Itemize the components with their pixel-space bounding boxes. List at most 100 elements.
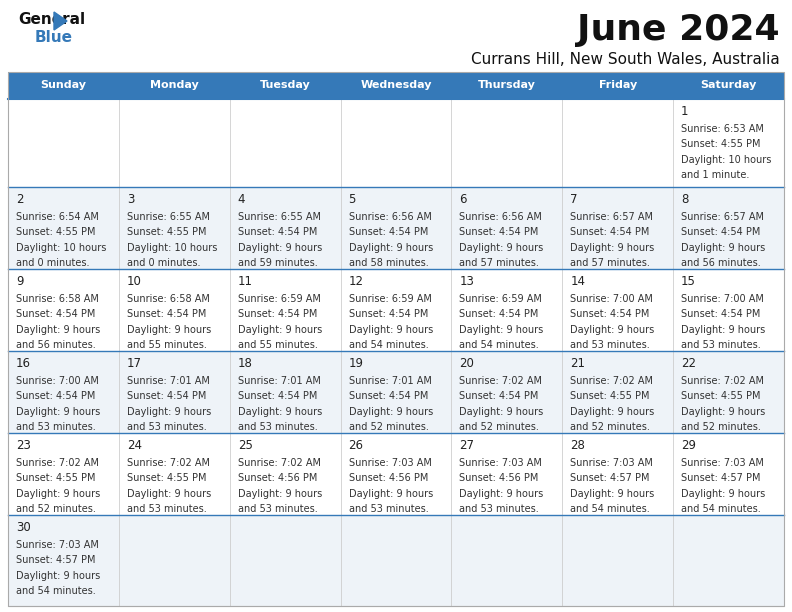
Text: Sunset: 4:54 PM: Sunset: 4:54 PM bbox=[127, 310, 206, 319]
Text: and 55 minutes.: and 55 minutes. bbox=[127, 340, 207, 351]
Bar bbox=[8, 72, 784, 606]
Text: Sunset: 4:54 PM: Sunset: 4:54 PM bbox=[238, 392, 317, 401]
Text: and 53 minutes.: and 53 minutes. bbox=[681, 340, 761, 351]
Text: Sunrise: 6:56 AM: Sunrise: 6:56 AM bbox=[348, 212, 432, 222]
Text: Sunrise: 7:02 AM: Sunrise: 7:02 AM bbox=[459, 376, 543, 386]
Bar bbox=[8, 187, 119, 269]
Text: and 52 minutes.: and 52 minutes. bbox=[681, 422, 761, 433]
Text: and 56 minutes.: and 56 minutes. bbox=[681, 258, 761, 269]
Text: Sunrise: 6:59 AM: Sunrise: 6:59 AM bbox=[459, 294, 543, 304]
Text: and 53 minutes.: and 53 minutes. bbox=[16, 422, 96, 433]
Text: Sunrise: 7:00 AM: Sunrise: 7:00 AM bbox=[570, 294, 653, 304]
Bar bbox=[341, 433, 451, 515]
Text: 10: 10 bbox=[127, 275, 142, 288]
Text: and 56 minutes.: and 56 minutes. bbox=[16, 340, 96, 351]
Bar bbox=[562, 99, 673, 187]
Text: Sunset: 4:54 PM: Sunset: 4:54 PM bbox=[570, 228, 649, 237]
Text: 7: 7 bbox=[570, 193, 578, 206]
Text: Daylight: 9 hours: Daylight: 9 hours bbox=[238, 243, 322, 253]
Text: Sunset: 4:54 PM: Sunset: 4:54 PM bbox=[238, 310, 317, 319]
Text: Daylight: 9 hours: Daylight: 9 hours bbox=[238, 325, 322, 335]
Text: Sunrise: 7:02 AM: Sunrise: 7:02 AM bbox=[570, 376, 653, 386]
Text: Sunrise: 7:00 AM: Sunrise: 7:00 AM bbox=[681, 294, 764, 304]
Text: Daylight: 9 hours: Daylight: 9 hours bbox=[238, 407, 322, 417]
Text: Tuesday: Tuesday bbox=[260, 81, 310, 91]
Bar bbox=[8, 351, 119, 433]
Text: and 54 minutes.: and 54 minutes. bbox=[459, 340, 539, 351]
Text: 24: 24 bbox=[127, 439, 142, 452]
Bar bbox=[341, 187, 451, 269]
Bar bbox=[562, 351, 673, 433]
Text: and 53 minutes.: and 53 minutes. bbox=[570, 340, 650, 351]
Text: Sunset: 4:54 PM: Sunset: 4:54 PM bbox=[570, 310, 649, 319]
Text: Sunrise: 6:54 AM: Sunrise: 6:54 AM bbox=[16, 212, 99, 222]
Text: Sunrise: 7:00 AM: Sunrise: 7:00 AM bbox=[16, 376, 99, 386]
Bar bbox=[451, 433, 562, 515]
Bar bbox=[451, 99, 562, 187]
Bar bbox=[673, 433, 784, 515]
Text: Sunset: 4:55 PM: Sunset: 4:55 PM bbox=[127, 228, 207, 237]
Text: Sunrise: 7:03 AM: Sunrise: 7:03 AM bbox=[681, 458, 764, 468]
Text: Daylight: 9 hours: Daylight: 9 hours bbox=[459, 325, 543, 335]
Bar bbox=[230, 351, 341, 433]
Text: Daylight: 9 hours: Daylight: 9 hours bbox=[459, 489, 543, 499]
Text: Sunset: 4:54 PM: Sunset: 4:54 PM bbox=[459, 228, 539, 237]
Text: Saturday: Saturday bbox=[700, 81, 757, 91]
Text: and 53 minutes.: and 53 minutes. bbox=[127, 422, 207, 433]
Text: Sunrise: 6:57 AM: Sunrise: 6:57 AM bbox=[570, 212, 653, 222]
Text: Daylight: 9 hours: Daylight: 9 hours bbox=[681, 325, 765, 335]
Bar bbox=[341, 269, 451, 351]
Text: and 1 minute.: and 1 minute. bbox=[681, 171, 749, 181]
Text: Sunset: 4:55 PM: Sunset: 4:55 PM bbox=[16, 474, 96, 483]
Text: Daylight: 9 hours: Daylight: 9 hours bbox=[681, 407, 765, 417]
Text: and 53 minutes.: and 53 minutes. bbox=[348, 504, 428, 515]
Bar bbox=[341, 351, 451, 433]
Bar bbox=[119, 433, 230, 515]
Text: and 55 minutes.: and 55 minutes. bbox=[238, 340, 318, 351]
Text: Sunset: 4:54 PM: Sunset: 4:54 PM bbox=[16, 310, 95, 319]
Bar bbox=[8, 99, 119, 187]
Bar bbox=[8, 433, 119, 515]
Text: 16: 16 bbox=[16, 357, 31, 370]
Bar bbox=[562, 187, 673, 269]
Text: Sunrise: 6:59 AM: Sunrise: 6:59 AM bbox=[348, 294, 432, 304]
Bar bbox=[451, 515, 562, 606]
Text: Sunrise: 6:55 AM: Sunrise: 6:55 AM bbox=[127, 212, 210, 222]
Text: 2: 2 bbox=[16, 193, 24, 206]
Text: and 57 minutes.: and 57 minutes. bbox=[459, 258, 539, 269]
Text: and 0 minutes.: and 0 minutes. bbox=[127, 258, 200, 269]
Bar bbox=[119, 269, 230, 351]
Text: Sunrise: 7:03 AM: Sunrise: 7:03 AM bbox=[459, 458, 543, 468]
Text: Sunday: Sunday bbox=[40, 81, 86, 91]
Text: and 53 minutes.: and 53 minutes. bbox=[459, 504, 539, 515]
Text: 28: 28 bbox=[570, 439, 585, 452]
Text: Sunset: 4:54 PM: Sunset: 4:54 PM bbox=[127, 392, 206, 401]
Text: Sunrise: 6:56 AM: Sunrise: 6:56 AM bbox=[459, 212, 543, 222]
Text: Sunset: 4:56 PM: Sunset: 4:56 PM bbox=[238, 474, 317, 483]
Text: and 54 minutes.: and 54 minutes. bbox=[681, 504, 761, 515]
Text: Sunset: 4:57 PM: Sunset: 4:57 PM bbox=[16, 556, 96, 565]
Text: Sunset: 4:55 PM: Sunset: 4:55 PM bbox=[16, 228, 96, 237]
Text: and 54 minutes.: and 54 minutes. bbox=[570, 504, 650, 515]
Bar bbox=[673, 99, 784, 187]
Text: 26: 26 bbox=[348, 439, 364, 452]
Text: General: General bbox=[18, 12, 85, 27]
Text: Daylight: 9 hours: Daylight: 9 hours bbox=[570, 407, 654, 417]
Text: and 52 minutes.: and 52 minutes. bbox=[570, 422, 650, 433]
Bar bbox=[8, 269, 119, 351]
Bar bbox=[673, 269, 784, 351]
Text: and 52 minutes.: and 52 minutes. bbox=[348, 422, 428, 433]
Text: Daylight: 9 hours: Daylight: 9 hours bbox=[570, 325, 654, 335]
Text: 21: 21 bbox=[570, 357, 585, 370]
Text: Daylight: 9 hours: Daylight: 9 hours bbox=[16, 407, 101, 417]
Text: 23: 23 bbox=[16, 439, 31, 452]
Bar bbox=[562, 515, 673, 606]
Bar bbox=[8, 515, 119, 606]
Text: Sunrise: 7:02 AM: Sunrise: 7:02 AM bbox=[16, 458, 99, 468]
Text: Daylight: 9 hours: Daylight: 9 hours bbox=[127, 407, 211, 417]
Text: and 53 minutes.: and 53 minutes. bbox=[238, 504, 318, 515]
Text: Blue: Blue bbox=[35, 30, 73, 45]
Text: Sunset: 4:54 PM: Sunset: 4:54 PM bbox=[348, 392, 428, 401]
Bar bbox=[8, 72, 784, 99]
Bar bbox=[230, 515, 341, 606]
